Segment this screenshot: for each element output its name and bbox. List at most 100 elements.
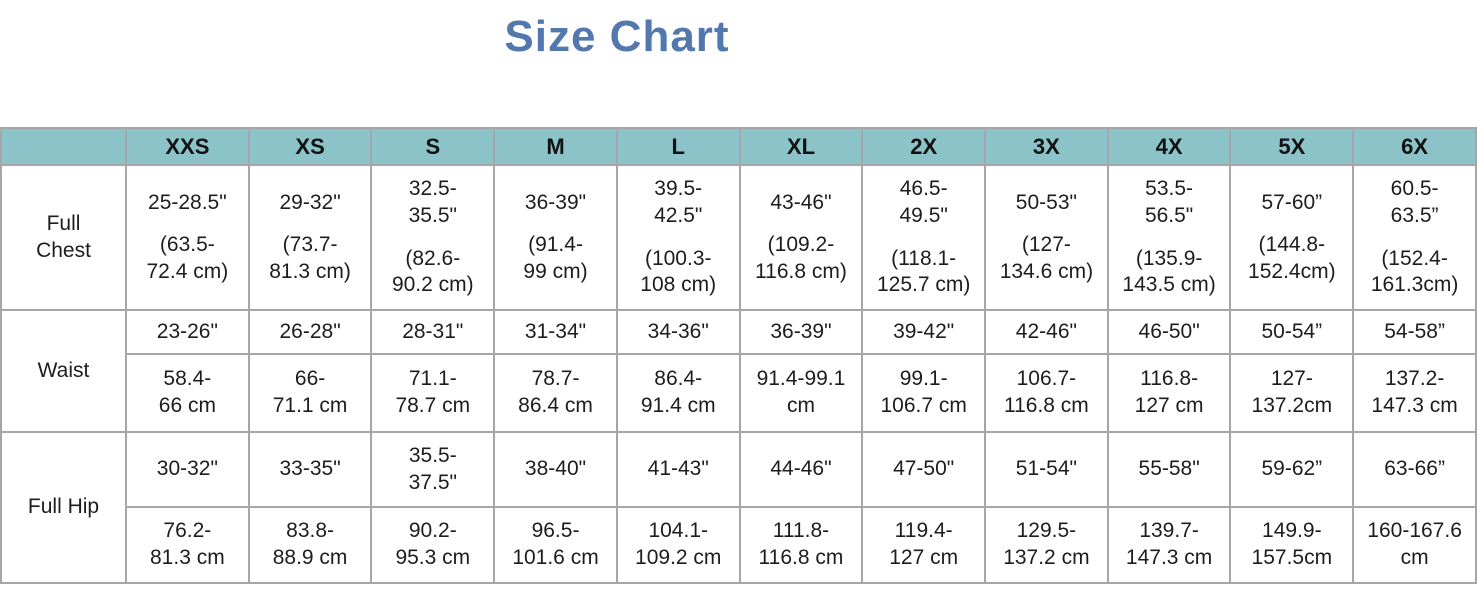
cm-value: (109.2- 116.8 cm)	[755, 233, 847, 283]
inches-value: 57-60”	[1261, 190, 1323, 214]
measurement-cell: 83.8- 88.9 cm	[247, 506, 373, 584]
measurement-cell: 50-54”	[1229, 309, 1355, 355]
measurement-stack: 53.5- 56.5" (135.9- 143.5 cm)	[1113, 176, 1226, 299]
size-column-header: S	[370, 127, 496, 166]
inches-value: 50-53"	[1015, 190, 1077, 214]
measurement-cell: 119.4- 127 cm	[861, 506, 987, 584]
inches-value: 25-28.5"	[148, 190, 227, 214]
measurement-cell: 33-35"	[247, 431, 373, 508]
size-column-header: M	[493, 127, 618, 166]
measurement-stack: 43-46" (109.2- 116.8 cm)	[745, 190, 858, 286]
measurement-cell: 116.8- 127 cm	[1106, 353, 1232, 433]
measurement-cell: 139.7- 147.3 cm	[1106, 506, 1232, 584]
cm-value: (63.5- 72.4 cm)	[146, 233, 229, 283]
measurement-stack: 25-28.5" (63.5- 72.4 cm)	[131, 190, 244, 286]
size-column-header: 5X	[1229, 127, 1355, 166]
measurement-cell: 25-28.5" (63.5- 72.4 cm)	[125, 164, 250, 311]
size-column-header: 3X	[984, 127, 1109, 166]
inches-value: 29-32"	[279, 190, 341, 214]
measurement-cell: 36-39"	[738, 309, 864, 355]
page-title: Size Chart	[504, 12, 730, 61]
inches-value: 60.5- 63.5”	[1390, 177, 1439, 227]
measurement-cell: 149.9- 157.5cm	[1229, 506, 1355, 584]
row-label-waist: Waist	[0, 309, 127, 433]
size-column-header: 2X	[861, 127, 987, 166]
row-label-full-chest: Full Chest	[0, 164, 127, 311]
measurement-cell: 35.5- 37.5"	[370, 431, 496, 508]
measurement-cell: 86.4- 91.4 cm	[615, 353, 741, 433]
measurement-stack: 60.5- 63.5” (152.4- 161.3cm)	[1358, 176, 1471, 299]
measurement-cell: 111.8- 116.8 cm	[738, 506, 864, 584]
measurement-cell: 31-34"	[493, 309, 618, 355]
measurement-cell: 63-66”	[1352, 431, 1477, 508]
measurement-cell: 43-46" (109.2- 116.8 cm)	[738, 164, 864, 311]
measurement-cell: 44-46"	[738, 431, 864, 508]
measurement-stack: 32.5- 35.5" (82.6- 90.2 cm)	[376, 176, 489, 299]
size-column-header: 6X	[1352, 127, 1477, 166]
measurement-cell: 39.5- 42.5" (100.3- 108 cm)	[615, 164, 741, 311]
measurement-cell: 42-46"	[984, 309, 1109, 355]
inches-value: 32.5- 35.5"	[408, 177, 457, 227]
measurement-cell: 160-167.6 cm	[1352, 506, 1477, 584]
measurement-cell: 104.1- 109.2 cm	[615, 506, 741, 584]
measurement-cell: 28-31"	[370, 309, 496, 355]
inches-value: 46.5- 49.5"	[899, 177, 948, 227]
measurement-cell: 29-32" (73.7- 81.3 cm)	[247, 164, 373, 311]
measurement-cell: 96.5- 101.6 cm	[493, 506, 618, 584]
measurement-cell: 53.5- 56.5" (135.9- 143.5 cm)	[1106, 164, 1232, 311]
measurement-cell: 46-50"	[1106, 309, 1232, 355]
cm-value: (135.9- 143.5 cm)	[1122, 246, 1216, 297]
measurement-stack: 50-53" (127- 134.6 cm)	[990, 190, 1103, 286]
corner-cell	[0, 127, 127, 166]
measurement-cell: 60.5- 63.5” (152.4- 161.3cm)	[1352, 164, 1477, 311]
size-column-header: XXS	[125, 127, 250, 166]
measurement-cell: 58.4- 66 cm	[125, 353, 250, 433]
measurement-cell: 34-36"	[615, 309, 741, 355]
measurement-cell: 26-28"	[247, 309, 373, 355]
inches-value: 43-46"	[770, 190, 832, 214]
cm-value: (100.3- 108 cm)	[640, 246, 717, 297]
measurement-cell: 54-58”	[1352, 309, 1477, 355]
cm-value: (144.8- 152.4cm)	[1248, 233, 1336, 283]
inches-value: 53.5- 56.5"	[1144, 177, 1194, 227]
measurement-cell: 47-50"	[861, 431, 987, 508]
measurement-cell: 41-43"	[615, 431, 741, 508]
row-label-full-hip: Full Hip	[0, 431, 127, 584]
measurement-stack: 29-32" (73.7- 81.3 cm)	[254, 190, 367, 286]
measurement-cell: 59-62”	[1229, 431, 1355, 508]
measurement-cell: 106.7- 116.8 cm	[984, 353, 1109, 433]
measurement-cell: 66- 71.1 cm	[247, 353, 373, 433]
measurement-stack: 36-39" (91.4- 99 cm)	[499, 190, 612, 286]
cm-value: (152.4- 161.3cm)	[1370, 246, 1459, 297]
measurement-stack: 46.5- 49.5" (118.1- 125.7 cm)	[867, 176, 980, 299]
measurement-cell: 39-42"	[861, 309, 987, 355]
measurement-cell: 50-53" (127- 134.6 cm)	[984, 164, 1109, 311]
measurement-cell: 23-26"	[125, 309, 250, 355]
measurement-cell: 91.4-99.1 cm	[738, 353, 864, 433]
measurement-cell: 38-40"	[493, 431, 618, 508]
measurement-cell: 32.5- 35.5" (82.6- 90.2 cm)	[370, 164, 496, 311]
size-column-header: XL	[738, 127, 864, 166]
measurement-cell: 137.2- 147.3 cm	[1352, 353, 1477, 433]
measurement-cell: 99.1- 106.7 cm	[861, 353, 987, 433]
cm-value: (82.6- 90.2 cm)	[391, 246, 474, 297]
size-column-header: XS	[247, 127, 373, 166]
inches-value: 39.5- 42.5"	[654, 177, 703, 227]
measurement-cell: 51-54"	[984, 431, 1109, 508]
size-column-header: 4X	[1106, 127, 1232, 166]
measurement-cell: 129.5- 137.2 cm	[984, 506, 1109, 584]
measurement-cell: 30-32"	[125, 431, 250, 508]
measurement-cell: 90.2- 95.3 cm	[370, 506, 496, 584]
measurement-cell: 78.7- 86.4 cm	[493, 353, 618, 433]
size-column-header: L	[615, 127, 741, 166]
measurement-stack: 57-60” (144.8- 152.4cm)	[1235, 190, 1348, 286]
measurement-cell: 57-60” (144.8- 152.4cm)	[1229, 164, 1355, 311]
measurement-cell: 127- 137.2cm	[1229, 353, 1355, 433]
measurement-stack: 39.5- 42.5" (100.3- 108 cm)	[622, 176, 735, 299]
measurement-cell: 71.1- 78.7 cm	[370, 353, 496, 433]
cm-value: (73.7- 81.3 cm)	[269, 233, 351, 283]
cm-value: (91.4- 99 cm)	[523, 233, 588, 283]
inches-value: 36-39"	[524, 190, 587, 214]
cm-value: (127- 134.6 cm)	[999, 233, 1094, 283]
title-bar: Size Chart	[0, 0, 1234, 127]
